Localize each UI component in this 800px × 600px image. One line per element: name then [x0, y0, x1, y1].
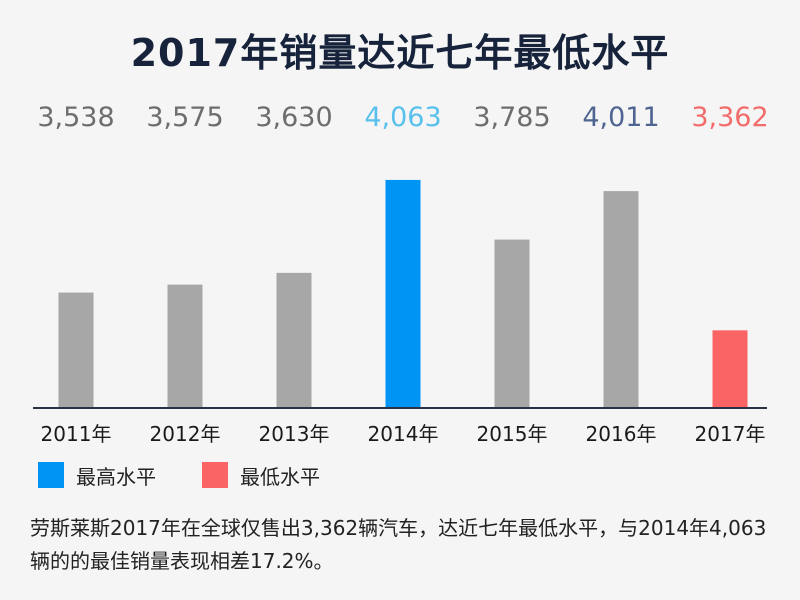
- bar-2017年: [712, 330, 748, 408]
- x-tick-label: 2013年: [259, 422, 330, 446]
- value-label: 3,538: [37, 102, 114, 133]
- bar-chart: 3,538 3,575 3,630 4,063 3,785 4,011 3,362 2011…: [33, 102, 769, 446]
- x-tick-label: 2017年: [695, 422, 766, 446]
- chart-title: 2017年销量达近七年最低水平: [130, 31, 670, 75]
- x-tick-label: 2012年: [150, 422, 221, 446]
- value-label: 3,630: [255, 102, 332, 133]
- bar-2012年: [167, 284, 203, 408]
- bars: [58, 179, 748, 408]
- legend-item-lowest: 最低水平: [202, 461, 320, 490]
- legend: 最高水平 最低水平: [38, 460, 366, 490]
- bar-2013年: [276, 272, 312, 408]
- x-tick-label: 2016年: [586, 422, 657, 446]
- bar-2016年: [603, 191, 639, 408]
- legend-label-lowest: 最低水平: [240, 464, 320, 489]
- x-tick-label: 2011年: [41, 422, 112, 446]
- legend-item-highest: 最高水平: [38, 461, 156, 490]
- x-tick-label: 2014年: [368, 422, 439, 446]
- bar-2014年: [385, 179, 421, 408]
- x-tick-label: 2015年: [477, 422, 548, 446]
- x-axis-ticks: 2011年 2012年 2013年 2014年 2015年 2016年 2017年: [41, 422, 766, 446]
- value-labels: 3,538 3,575 3,630 4,063 3,785 4,011 3,362: [37, 102, 768, 133]
- chart-note: 劳斯莱斯2017年在全球仅售出3,362辆汽车，达近七年最低水平，与2014年4…: [30, 516, 767, 573]
- bar-2011年: [58, 292, 94, 408]
- value-label: 3,575: [146, 102, 223, 133]
- bar-2015年: [494, 239, 530, 408]
- legend-swatch-highest: [38, 462, 64, 488]
- legend-swatch-lowest: [202, 462, 228, 488]
- legend-label-highest: 最高水平: [76, 464, 156, 489]
- value-label: 3,785: [473, 102, 550, 133]
- value-label: 3,362: [691, 102, 768, 133]
- value-label: 4,011: [582, 102, 659, 133]
- value-label: 4,063: [364, 102, 441, 133]
